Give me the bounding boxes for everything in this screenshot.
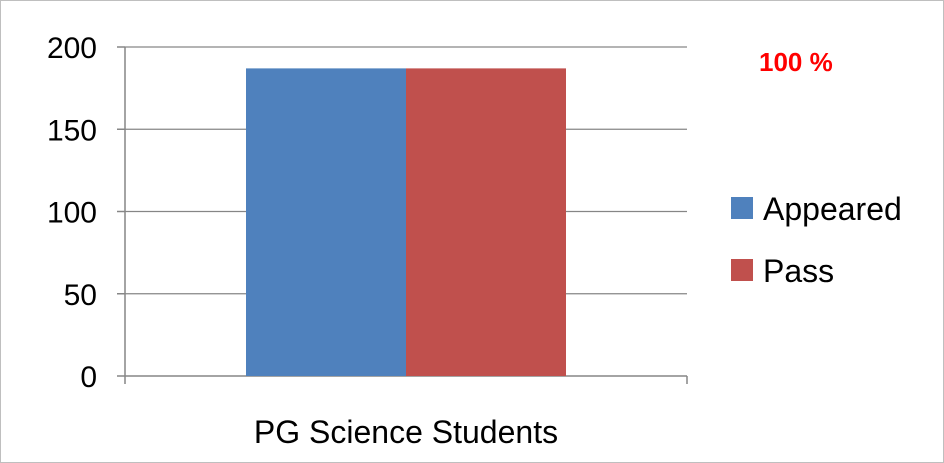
legend-label-appeared: Appeared bbox=[763, 191, 902, 227]
y-tick-label: 100 bbox=[47, 197, 97, 230]
y-axis-ticks: 0 50 100 150 200 bbox=[47, 32, 125, 394]
bars bbox=[246, 68, 566, 376]
legend-label-pass: Pass bbox=[763, 253, 834, 289]
y-tick-label: 50 bbox=[64, 279, 97, 312]
x-axis-ticks: PG Science Students bbox=[124, 376, 688, 450]
y-tick-label: 150 bbox=[47, 114, 97, 147]
bar-pass bbox=[406, 68, 566, 376]
legend: Appeared Pass bbox=[731, 191, 902, 289]
bar-appeared bbox=[246, 68, 406, 376]
legend-swatch-pass bbox=[731, 259, 753, 281]
y-tick-label: 200 bbox=[47, 32, 97, 65]
legend-swatch-appeared bbox=[731, 197, 753, 219]
y-tick-label: 0 bbox=[80, 361, 97, 394]
pass-percentage-annotation: 100 % bbox=[759, 47, 833, 77]
x-category-label: PG Science Students bbox=[254, 414, 558, 450]
